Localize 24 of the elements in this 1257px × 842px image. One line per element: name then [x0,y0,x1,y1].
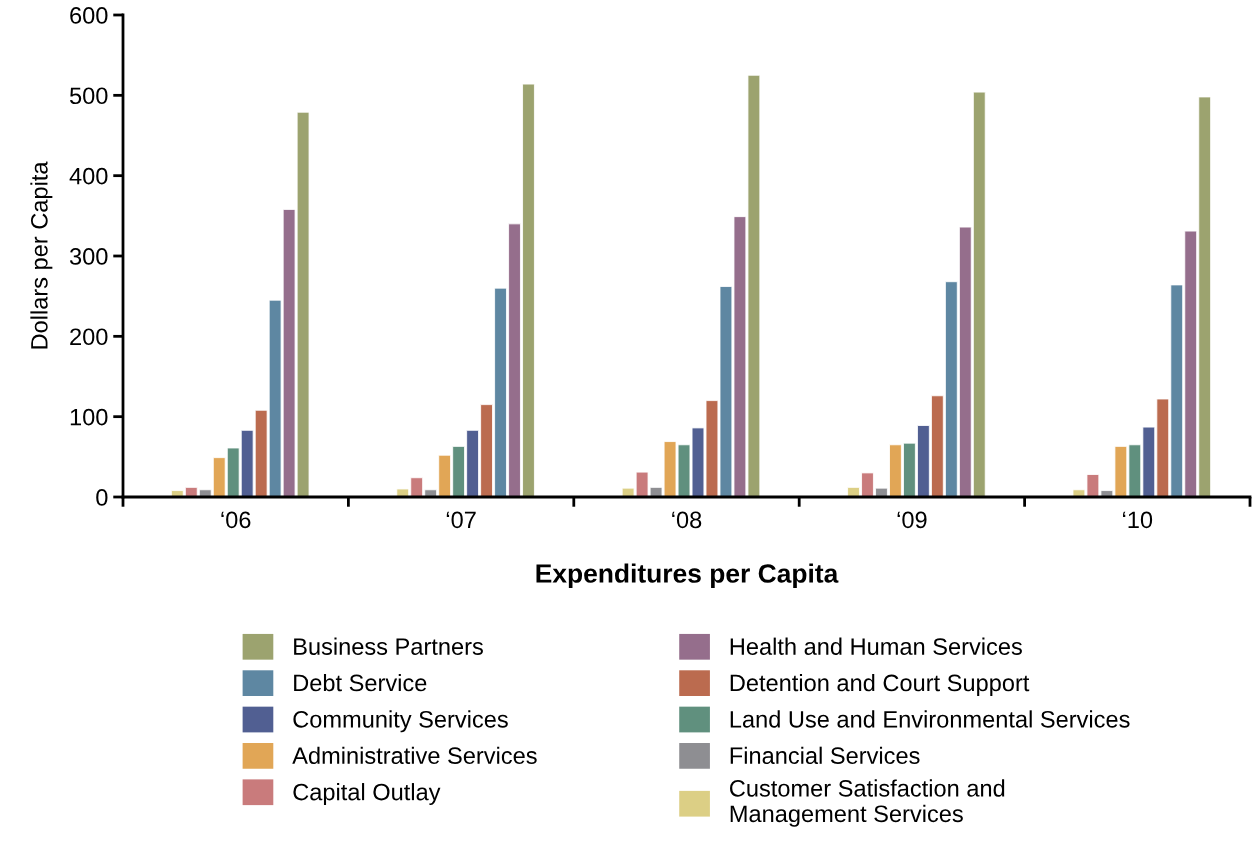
y-tick-label: 600 [70,7,108,24]
legend-label: Capital Outlay [293,783,441,806]
y-tick-label: 400 [69,167,108,185]
legend-label: Administrative Services [292,746,537,765]
y-axis-title: Dollars per Capita [30,161,53,349]
x-tick-label: ‘06 [221,511,251,529]
legend-label: Health and Human Services [730,637,1022,655]
y-tick-label: 200 [70,328,108,346]
x-tick-label: ‘09 [897,511,927,529]
legend-label: Customer Satisfaction and Management Services [730,779,1005,827]
y-tick-label: 100 [70,408,108,426]
legend-label: Community Services [293,710,508,733]
legend-label: Debt Service [294,673,427,692]
legend-label: Detention and Court Support [730,673,1030,696]
y-tick-label: 300 [69,248,108,265]
x-tick-label: ‘07 [446,511,476,529]
y-tick-label: 0 [96,489,108,506]
y-tick-label: 500 [69,87,108,105]
x-axis-title: Expenditures per Capita [536,563,839,589]
x-tick-label: ‘10 [1123,511,1153,529]
legend-label: Financial Services [730,746,920,765]
x-tick-label: ‘08 [672,511,702,529]
legend-label: Business Partners [294,637,483,655]
legend-label: Land Use and Environmental Services [730,710,1130,728]
